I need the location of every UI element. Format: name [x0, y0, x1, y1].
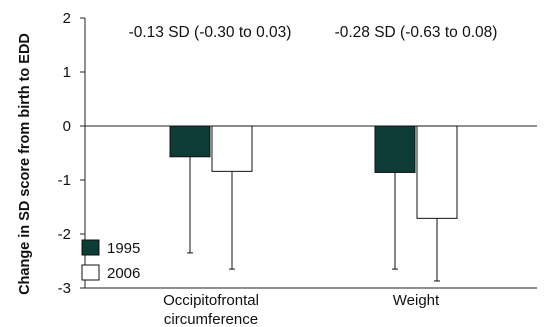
y-tick-label: 1	[63, 64, 71, 81]
y-tick-label: 2	[63, 10, 71, 27]
y-axis-label: Change in SD score from birth to EDD	[17, 33, 33, 295]
legend: 1995 2006	[81, 239, 140, 282]
y-tick-label: -2	[58, 226, 71, 243]
legend-swatch-2006	[81, 264, 100, 281]
category-labels: Occipitofrontal circumference Weight	[163, 292, 440, 327]
category-label: Weight	[393, 292, 440, 309]
y-tick-label: -1	[58, 172, 71, 189]
legend-swatch-1995	[81, 239, 100, 256]
error-bars	[187, 156, 440, 282]
difference-annotation: -0.13 SD (-0.30 to 0.03)	[129, 24, 292, 41]
legend-label: 1995	[107, 240, 140, 257]
category-label: circumference	[164, 311, 258, 327]
bar-1995	[169, 125, 211, 158]
y-tick-label: -3	[58, 280, 71, 297]
bar-1995	[374, 125, 416, 173]
category-label: Occipitofrontal	[163, 292, 259, 309]
difference-annotation: -0.28 SD (-0.63 to 0.08)	[335, 24, 498, 41]
legend-label: 2006	[107, 265, 140, 282]
y-ticks: 2 1 0 -1 -2 -3	[58, 10, 85, 297]
y-tick-label: 0	[63, 118, 71, 135]
bar-2006	[211, 125, 253, 172]
annotations: -0.13 SD (-0.30 to 0.03) -0.28 SD (-0.63 …	[129, 24, 498, 41]
bar-2006	[416, 125, 458, 219]
bars	[169, 125, 458, 219]
